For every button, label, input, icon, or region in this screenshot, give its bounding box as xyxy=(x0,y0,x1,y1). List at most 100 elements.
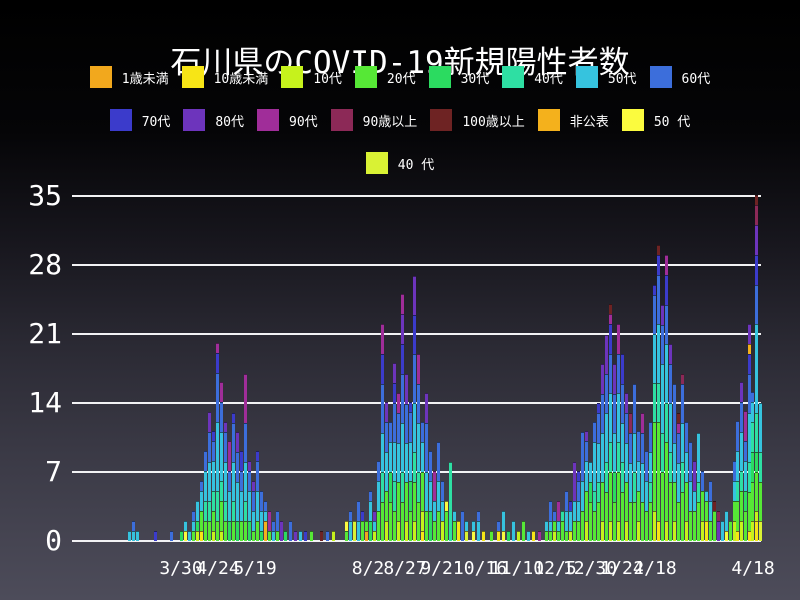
bar-segment-p xyxy=(585,431,588,441)
bar-segment-p xyxy=(248,461,251,471)
stacked-bar xyxy=(661,305,664,541)
stacked-bar xyxy=(581,432,584,541)
bar-segment-g xyxy=(625,482,628,521)
bar-segment-c xyxy=(677,463,680,502)
x-tick-label: 12/5 xyxy=(533,558,577,579)
stacked-bar xyxy=(397,393,400,541)
y-tick-label: 0 xyxy=(45,524,62,557)
bar-segment-t xyxy=(449,462,452,541)
bar-segment-t xyxy=(755,413,758,452)
bar-segment-g xyxy=(669,482,672,541)
stacked-bar xyxy=(517,531,520,541)
bar-segment-g xyxy=(649,502,652,541)
bar-segment-g xyxy=(561,521,564,541)
bar-segment-yg xyxy=(701,521,704,541)
bar-segment-yg xyxy=(609,521,612,541)
bar-segment-g xyxy=(413,482,416,521)
bar-segment-c xyxy=(299,531,302,541)
stacked-bar xyxy=(693,461,696,541)
bar-segment-b xyxy=(653,295,656,334)
bar-segment-v xyxy=(240,451,243,471)
bar-segment-c xyxy=(188,531,191,541)
bar-segment-br xyxy=(609,304,612,314)
stacked-bar xyxy=(633,384,636,541)
bar-segment-c xyxy=(369,501,372,521)
bar-segment-g xyxy=(736,501,739,531)
bar-segment-t xyxy=(697,482,700,502)
bar-segment-gr xyxy=(180,531,183,541)
bar-segment-g xyxy=(192,531,195,541)
bar-segment-g xyxy=(701,491,704,521)
stacked-bar xyxy=(665,255,668,541)
stacked-bar xyxy=(593,422,596,541)
bar-segment-gr xyxy=(236,521,239,541)
bar-segment-c xyxy=(224,462,227,501)
bar-segment-c xyxy=(216,422,219,491)
legend-label: 50代 xyxy=(607,71,637,87)
bar-segment-t xyxy=(649,482,652,502)
bar-segment-g xyxy=(637,491,640,521)
stacked-bar xyxy=(713,501,716,541)
legend-label: 20代 xyxy=(386,71,416,87)
bar-segment-b xyxy=(349,511,352,521)
bar-segment-c xyxy=(389,442,392,472)
bar-segment-g xyxy=(589,502,592,541)
bar-segment-c xyxy=(397,443,400,482)
stacked-bar xyxy=(721,521,724,541)
bar-segment-g xyxy=(557,531,560,541)
stacked-bar xyxy=(369,491,372,541)
bar-segment-v xyxy=(597,403,600,413)
bar-segment-g xyxy=(490,531,493,541)
stacked-bar xyxy=(224,422,227,541)
bar-segment-c xyxy=(409,442,412,481)
bar-segment-o xyxy=(365,531,368,541)
legend-swatch-icon xyxy=(183,109,206,131)
bar-segment-g xyxy=(685,482,688,521)
bar-segment-t xyxy=(401,472,404,502)
stacked-bar xyxy=(532,531,535,541)
bar-segment-p xyxy=(252,481,255,491)
bar-segment-g xyxy=(204,521,207,541)
bar-segment-yg xyxy=(569,531,572,541)
bar-segment-g xyxy=(409,511,412,541)
bar-segment-c xyxy=(200,491,203,511)
bar-segment-g xyxy=(748,492,751,531)
bar-segment-m xyxy=(609,314,612,324)
bar-segment-g xyxy=(673,482,676,521)
bar-segment-b xyxy=(673,384,676,443)
bar-segment-p xyxy=(405,374,408,404)
bar-segment-b xyxy=(421,422,424,442)
bar-segment-v xyxy=(232,413,235,423)
bar-segment-m xyxy=(244,374,247,423)
bar-segment-b xyxy=(609,354,612,393)
stacked-bar xyxy=(561,511,564,541)
bar-segment-y2 xyxy=(445,501,448,511)
bar-segment-b xyxy=(649,422,652,452)
bar-segment-b xyxy=(204,451,207,471)
legend-swatch-icon xyxy=(330,109,353,131)
legend-label: 10歳未満 xyxy=(213,71,269,87)
bar-segment-g xyxy=(361,521,364,541)
bar-segment-yg xyxy=(385,521,388,541)
bar-segment-g xyxy=(417,502,420,541)
bar-segment-g xyxy=(601,482,604,521)
bar-segment-c xyxy=(128,531,131,541)
stacked-bar xyxy=(365,521,368,541)
stacked-bar xyxy=(357,501,360,541)
bar-segment-c xyxy=(256,491,259,521)
legend-item-np: 非公表 xyxy=(537,109,609,131)
stacked-bar xyxy=(601,364,604,541)
bar-segment-c xyxy=(437,481,440,511)
bar-segment-v xyxy=(154,531,157,541)
bar-segment-p xyxy=(425,393,428,423)
bar-segment-b xyxy=(252,491,255,511)
stacked-bar xyxy=(477,511,480,541)
bar-segment-t xyxy=(393,481,396,511)
stacked-bar xyxy=(433,471,436,541)
bar-segment-yg2 xyxy=(353,521,356,541)
bar-segment-gr xyxy=(744,491,747,511)
legend-swatch-icon xyxy=(257,109,279,131)
legend-item-g: 20代 xyxy=(354,66,416,88)
bar-segment-g xyxy=(617,472,620,521)
bar-segment-gr xyxy=(507,531,510,541)
